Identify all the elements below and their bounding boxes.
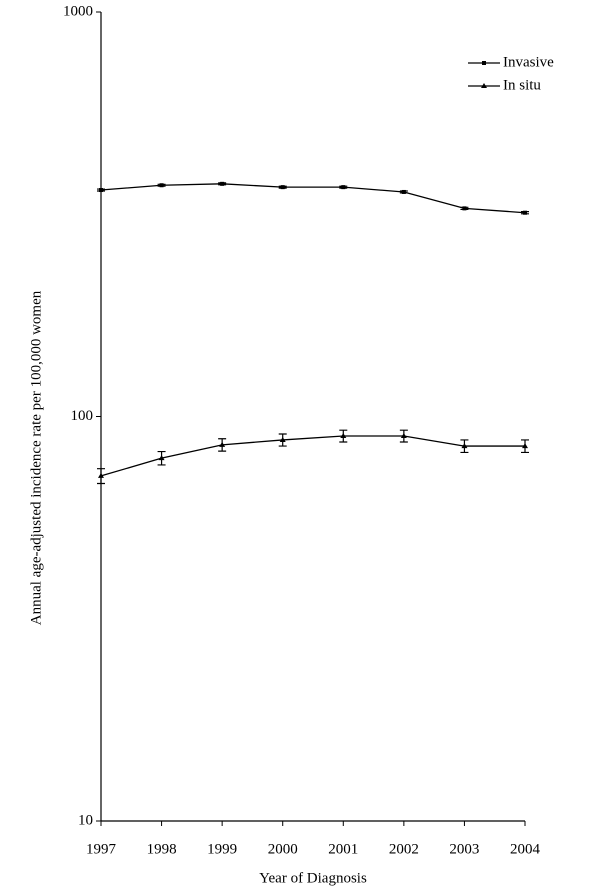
x-tick-label: 2002	[389, 841, 419, 857]
legend-label: Invasive	[503, 54, 554, 70]
data-point	[159, 183, 164, 188]
y-tick-label: 100	[71, 408, 94, 424]
data-point	[340, 432, 347, 438]
x-tick-label: 1997	[86, 841, 117, 857]
x-tick-label: 2003	[449, 841, 479, 857]
data-point	[461, 443, 468, 449]
series-line	[100, 183, 526, 214]
data-point	[219, 441, 226, 447]
legend-marker	[481, 83, 487, 88]
series-line	[100, 435, 525, 477]
x-tick-label: 2001	[328, 841, 358, 857]
data-point	[462, 206, 467, 211]
data-point	[522, 443, 528, 449]
data-point	[279, 436, 286, 442]
data-point	[280, 185, 285, 190]
data-point	[523, 210, 527, 215]
y-axis-label: Annual age-adjusted incidence rate per 1…	[28, 290, 44, 625]
y-tick-label: 10	[78, 812, 93, 828]
data-point	[401, 189, 406, 194]
x-tick-label: 1999	[207, 841, 237, 857]
data-point	[341, 185, 346, 190]
data-point	[99, 188, 103, 193]
legend-label: In situ	[503, 77, 541, 93]
data-point	[98, 472, 104, 478]
x-tick-label: 2004	[510, 841, 541, 857]
data-point	[400, 432, 407, 438]
data-point	[220, 181, 225, 186]
x-tick-label: 2000	[268, 841, 298, 857]
data-point	[158, 455, 165, 461]
x-axis-label: Year of Diagnosis	[259, 870, 367, 886]
x-tick-label: 1998	[147, 841, 177, 857]
y-tick-label: 1000	[63, 3, 93, 19]
legend-marker	[482, 61, 486, 65]
